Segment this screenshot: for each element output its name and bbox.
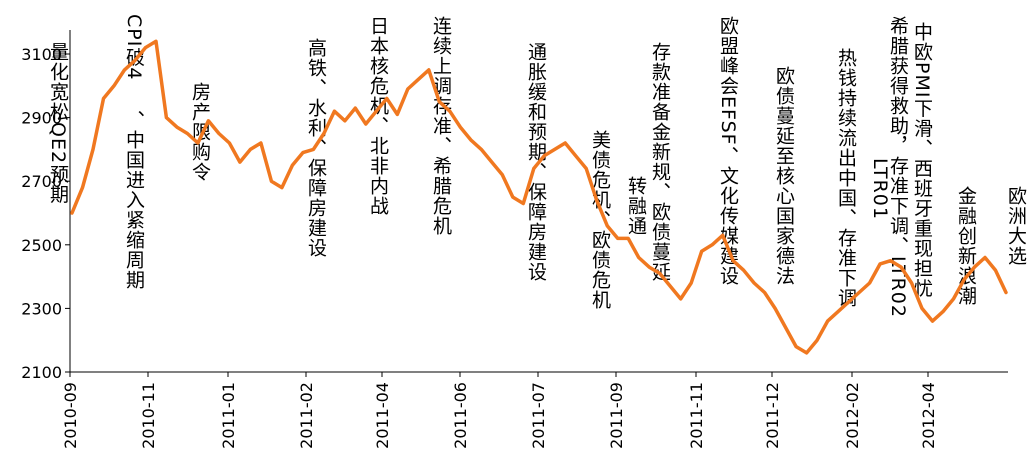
x-tick-label: 2011-06 — [451, 382, 470, 449]
series-line — [70, 39, 1008, 355]
annotation-label: 、中国进入紧缩周期 — [123, 110, 145, 290]
y-tick-label: 3100 — [21, 45, 62, 64]
annotation-label: 欧盟峰会EFSF、文化传媒建设 — [717, 16, 739, 286]
annotation-label: 美债危机、欧债危机 — [589, 130, 611, 310]
x-tick-label: 2011-09 — [607, 382, 626, 449]
annotation-label: CPI破4 — [123, 14, 145, 80]
x-tick-label: 2011-12 — [763, 382, 782, 449]
annotation-label: 连续上调存准、希腊危机 — [430, 16, 452, 236]
annotation-label: 存款准备金新规、欧债蔓延 — [649, 42, 671, 282]
x-tick-label: 2011-01 — [219, 382, 238, 449]
annotation-label: 欧洲大选 — [1005, 186, 1027, 266]
x-tick-label: 2011-04 — [373, 382, 392, 449]
annotation-label: 量化宽松QE2预期 — [47, 42, 69, 204]
annotation-layer: 量化宽松QE2预期 CPI破4、中国进入紧缩周期 房产限购令 高铁、水利、保障房建设日… — [47, 14, 1027, 318]
x-tick-label: 2012-04 — [919, 382, 938, 449]
y-tick-label: 2100 — [21, 363, 62, 382]
annotation-label: 通胀缓和预期、保障房建设 — [525, 42, 547, 282]
y-tick-label: 2300 — [21, 299, 62, 318]
annotation-label: 日本核危机、北非内战 — [367, 16, 389, 216]
x-tick-label: 2012-02 — [843, 382, 862, 449]
y-tick-label: 2900 — [21, 109, 62, 128]
x-tick-label: 2011-07 — [529, 382, 548, 449]
x-tick-label: 2011-02 — [297, 382, 316, 449]
annotation-label: 热钱持续流出中国、存准下调 — [835, 48, 857, 308]
annotation-label: 房产限购令 — [189, 82, 211, 182]
annotation-label: 欧债蔓延至核心国家德法 — [773, 66, 795, 286]
annotation-label: 转融通 — [625, 176, 647, 236]
x-tick-label: 2011-11 — [687, 382, 706, 449]
y-tick-label: 2500 — [21, 236, 62, 255]
y-tick-label: 2700 — [21, 172, 62, 191]
annotation-label: 中欧PMI下滑、西班牙重现担忧 — [911, 22, 933, 299]
annotation-label: 希腊获得救助，存准下调、LTR02 — [887, 16, 909, 318]
x-tick-label: 2010-11 — [139, 382, 158, 449]
axes: 2100 2300 2500 2700 2900 3100 2010-09 2010-11 20… — [21, 30, 1008, 449]
annotation-label: LTR01 — [869, 158, 891, 220]
annotation-label: 金融创新浪潮 — [955, 186, 977, 306]
x-tick-label: 2010-09 — [61, 382, 80, 449]
